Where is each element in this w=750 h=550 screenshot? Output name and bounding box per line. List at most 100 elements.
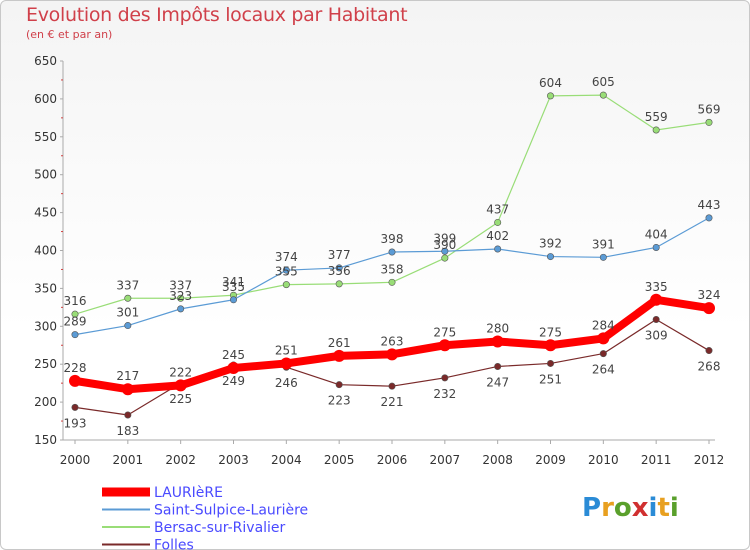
x-tick-label: 2009 [535,453,566,467]
data-label: 268 [698,360,721,374]
legend-label: Bersac-sur-Rivalier [154,520,286,536]
data-point [597,332,610,345]
x-tick-label: 2008 [482,453,513,467]
data-label: 289 [64,315,87,329]
data-point [388,248,396,256]
data-point [121,383,134,396]
y-tick-label: 650 [34,54,57,68]
data-label: 217 [116,369,139,383]
data-point [441,374,449,382]
data-label: 251 [539,372,562,386]
data-point [335,280,343,288]
logo-text: Proxiti [582,493,679,523]
data-label: 323 [169,289,192,303]
data-point [71,331,79,339]
data-point [71,310,79,318]
data-point [546,253,554,261]
data-point [227,361,240,374]
data-point [494,362,502,370]
data-label: 390 [433,238,456,252]
x-tick-label: 2007 [430,453,461,467]
data-point [280,357,293,370]
axes: 150 200 250 300 350 400 450 500 550 600 650 2000 200… [34,54,724,467]
data-label: 247 [486,375,509,389]
data-point [335,264,343,272]
data-label: 193 [64,416,87,430]
data-point [282,281,290,289]
data-label: 341 [222,275,245,289]
x-tick-label: 2001 [113,453,144,467]
data-label: 246 [275,376,298,390]
data-point [703,302,715,315]
data-label: 443 [698,198,721,212]
data-point [230,296,238,304]
data-point [124,322,132,330]
legend-label: Folles [154,538,194,550]
data-label: 221 [381,395,404,409]
data-label: 374 [275,250,298,264]
data-label: 355 [275,265,298,279]
y-tick-label: 150 [34,433,57,447]
data-label: 225 [169,392,192,406]
legend: LAURIèRE Saint-Sulpice-LaurièreBersac-sur… [102,485,308,550]
data-label: 284 [592,318,615,332]
y-tick-label: 500 [34,168,57,182]
data-point [491,335,504,348]
data-label: 275 [539,325,562,339]
y-tick-label: 550 [34,130,57,144]
data-label: 392 [539,237,562,251]
y-tick-label: 300 [34,319,57,333]
x-tick-label: 2010 [588,453,619,467]
data-point [177,305,185,313]
legend-label: LAURIèRE [154,485,223,501]
data-point [333,349,346,362]
data-labels: 228 217 222 245 251 261 263 275 280 275 284 335 324 2… [64,75,721,438]
data-point [599,350,607,358]
data-label: 324 [698,288,721,302]
data-label: 228 [64,361,87,375]
data-label: 249 [222,374,245,388]
data-label: 335 [222,280,245,294]
data-point [599,91,607,99]
x-tick-label: 2012 [694,453,725,467]
y-tick-label: 350 [34,281,57,295]
x-tick-label: 2006 [377,453,408,467]
chart-title: Evolution des Impôts locaux par Habitant [26,4,408,26]
logo-letter: i [670,493,679,523]
y-tick-label: 250 [34,357,57,371]
data-point [546,92,554,100]
data-point [652,243,660,251]
data-point [124,294,132,302]
data-point [544,339,557,352]
data-point [177,294,185,302]
logo-letter: r [601,493,614,523]
data-point [69,374,81,387]
series-layer [69,91,715,419]
data-label: 337 [169,278,192,292]
data-label: 261 [328,336,351,350]
data-point [546,359,554,367]
data-label: 402 [486,229,509,243]
x-tick-label: 2011 [641,453,672,467]
data-point [650,293,663,306]
data-point [441,254,449,262]
data-label: 251 [275,343,298,357]
data-label: 245 [222,348,245,362]
data-label: 275 [433,325,456,339]
data-label: 183 [116,424,139,438]
data-label: 437 [486,202,509,216]
data-label: 232 [433,387,456,401]
data-label: 223 [328,394,351,408]
data-point [599,253,607,261]
data-point [494,245,502,253]
data-point [124,411,132,419]
data-point [705,214,713,222]
data-point [174,379,187,392]
data-label: 316 [64,294,87,308]
logo-letter: x [632,493,649,523]
logo-letter: t [657,493,669,523]
data-label: 399 [433,231,456,245]
data-point [705,118,713,126]
data-label: 309 [645,328,668,342]
